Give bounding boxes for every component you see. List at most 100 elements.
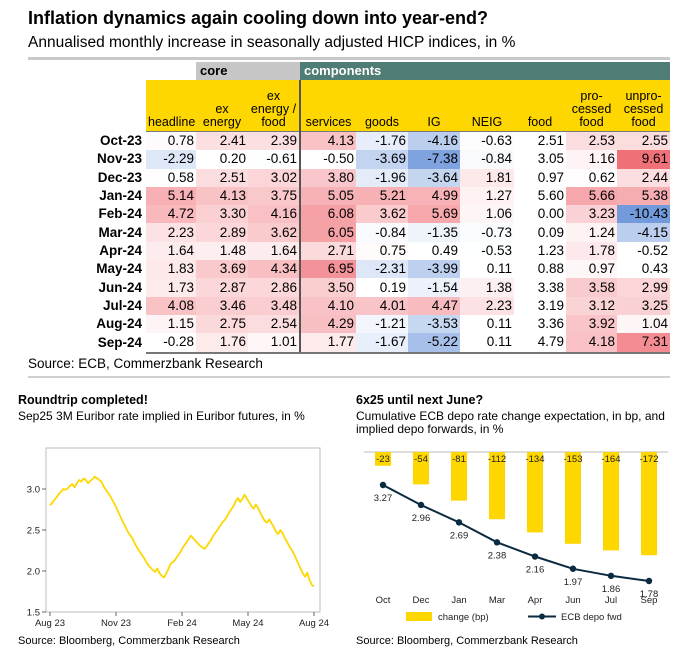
- table-cell: -1.76: [356, 131, 408, 151]
- table-cell: -2.29: [146, 150, 196, 169]
- depo-forward-line: [382, 484, 650, 582]
- row-label: Mar-24: [98, 224, 142, 240]
- table-cell: -5.22: [408, 333, 460, 354]
- table-cell: -3.64: [408, 168, 460, 187]
- depo-forward-marker: [645, 577, 653, 585]
- table-cell: 1.76: [196, 333, 248, 354]
- table-cell: 0.58: [146, 168, 196, 187]
- row-label: Jul-24: [102, 297, 142, 313]
- table-cell: 3.69: [196, 260, 248, 279]
- table-row: Dec-23 0.58 2.51 3.02 3.80 -1.96 -3.64 1.81 0.97…: [28, 168, 671, 187]
- bar-value-label: -172: [639, 454, 658, 465]
- table-cell: -1.35: [408, 223, 460, 242]
- table-cell: 2.99: [617, 278, 671, 297]
- depo-forward-marker: [417, 501, 425, 509]
- table-row: Nov-23 -2.29 0.20 -0.61 -0.50 -3.69 -7.38 -0.84…: [28, 150, 671, 169]
- table-cell: 6.08: [299, 205, 356, 224]
- table-cell: 4.34: [248, 260, 300, 279]
- col-header: ex energy / food: [248, 80, 300, 132]
- group-header-row: core components: [28, 62, 671, 80]
- table-row: Apr-24 1.64 1.48 1.64 2.71 0.75 0.49 -0.53 1.23 1…: [28, 241, 671, 261]
- table-cell: 3.38: [537, 279, 564, 295]
- x-category-label: Jan: [451, 595, 466, 606]
- row-label: Jun-24: [98, 279, 142, 295]
- table-cell: 3.92: [566, 314, 617, 334]
- col-header: headline: [146, 80, 196, 132]
- table-row: May-24 1.83 3.69 4.34 6.95 -2.31 -3.99 0.11 0.88…: [28, 260, 671, 279]
- line-value-label: 1.97: [564, 577, 583, 588]
- row-label: May-24: [96, 261, 142, 277]
- table-cell: 1.16: [566, 150, 617, 169]
- table-cell: -1.96: [356, 168, 408, 187]
- x-tick-label: May 24: [232, 618, 263, 629]
- x-category-label: Jul: [605, 595, 617, 606]
- table-cell: -10.43: [617, 205, 671, 224]
- table-cell: 1.48: [196, 241, 248, 261]
- table-cell: -1.67: [356, 333, 408, 354]
- table-cell: 1.81: [460, 168, 514, 187]
- y-tick-label: 2.0: [27, 567, 40, 578]
- table-cell: 5.60: [537, 188, 564, 204]
- change-bar: [603, 452, 619, 551]
- y-tick-label: 3.0: [27, 485, 40, 496]
- table-cell: 0.75: [356, 241, 408, 261]
- depo-forward-marker: [569, 565, 577, 572]
- table-cell: -0.50: [299, 150, 356, 169]
- table-row: Sep-24 -0.28 1.76 1.01 1.77 -1.67 -5.22 0.11 4.7…: [28, 333, 671, 354]
- table-row: Mar-24 2.23 2.89 3.62 6.05 -0.84 -1.35 -0.73 0.0…: [28, 223, 671, 242]
- table-cell: 4.79: [514, 333, 566, 354]
- table-cell: 0.49: [408, 241, 460, 261]
- table-cell: -3.69: [356, 150, 408, 169]
- legend-line-label: ECB depo fwd: [561, 612, 622, 623]
- ecb-title: 6x25 until next June?: [356, 393, 484, 407]
- table-cell: 9.61: [617, 150, 671, 169]
- table-cell: 4.08: [146, 296, 196, 315]
- table-cell: 0.88: [537, 261, 564, 277]
- table-cell: -2.31: [356, 260, 408, 279]
- legend-bar-label: change (bp): [438, 612, 489, 623]
- row-label: Nov-23: [96, 151, 142, 167]
- table-cell: 5.69: [408, 205, 460, 224]
- table-cell: 2.55: [617, 131, 671, 151]
- depo-forward-marker: [607, 572, 615, 580]
- group-core: core: [196, 62, 300, 80]
- section-divider: [28, 376, 670, 378]
- table-cell: 0.62: [566, 168, 617, 187]
- table-cell: 3.48: [248, 296, 300, 315]
- table-cell: 0.43: [617, 260, 671, 279]
- table-cell: -0.53: [460, 241, 514, 261]
- table-cell: 3.12: [566, 296, 617, 315]
- table-cell: 3.75: [248, 186, 300, 206]
- table-cell: 3.62: [248, 223, 300, 242]
- euribor-chart: 1.5 2.0 2.5 3.0 Aug 23 Nov 23 Feb 24 May 24 Aug …: [27, 447, 329, 629]
- table-cell: 3.25: [617, 296, 671, 315]
- col-header: ex energy: [196, 80, 248, 132]
- table-cell: 1.83: [146, 260, 196, 279]
- table-cell: 2.23: [460, 296, 514, 315]
- table-cell: 4.18: [566, 333, 617, 354]
- euribor-title: Roundtrip completed!: [18, 393, 148, 407]
- table-cell: 4.10: [299, 296, 356, 315]
- row-label: Oct-23: [99, 132, 142, 148]
- table-cell: 3.58: [566, 278, 617, 297]
- table-cell: 0.11: [460, 314, 514, 334]
- table-cell: 3.62: [356, 205, 408, 224]
- table-cell: 5.05: [299, 186, 356, 206]
- table-cell: 3.19: [537, 297, 564, 313]
- line-value-label: 2.16: [526, 565, 545, 576]
- col-header: goods: [356, 80, 408, 132]
- bar-value-label: -81: [452, 454, 466, 465]
- euribor-series-line: [49, 475, 315, 588]
- table-cell: 1.64: [146, 241, 196, 261]
- row-label: Jan-24: [99, 188, 142, 204]
- table-cell: 3.02: [248, 168, 300, 187]
- table-cell: 2.86: [248, 278, 300, 297]
- col-header: pro-cessed food: [566, 80, 617, 132]
- depo-forward-marker: [493, 539, 501, 546]
- line-value-label: 2.69: [450, 530, 469, 541]
- euribor-source: Source: Bloomberg, Commerzbank Research: [18, 635, 240, 647]
- row-label: Apr-24: [99, 242, 142, 258]
- table-cell: 1.01: [248, 333, 300, 354]
- table-cell: -0.52: [617, 241, 671, 261]
- table-cell: -0.63: [460, 131, 514, 151]
